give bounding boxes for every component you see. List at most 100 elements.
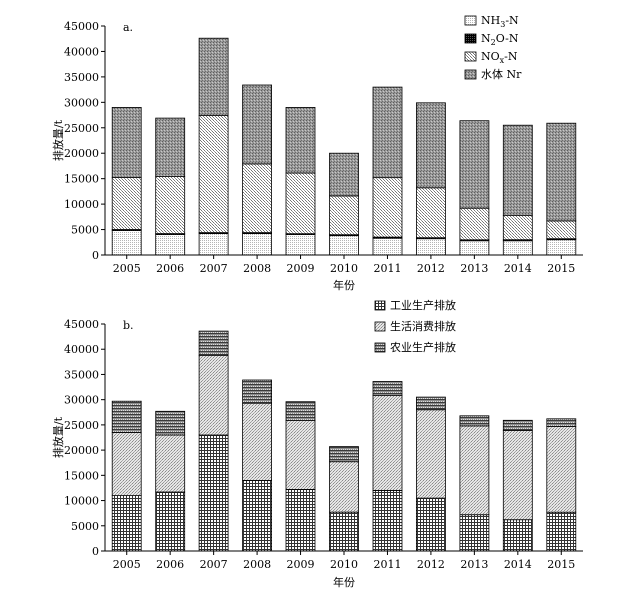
bar-water-2008 [242,84,273,165]
x-tick-label: 2007 [200,262,228,275]
bar-nox-2011 [372,177,403,238]
bar-nh3-2007 [198,233,229,256]
y-tick-label: 10000 [64,198,99,211]
bar-agri-2014 [502,419,533,431]
bar-living-2015 [546,425,577,513]
bar-living-2007 [198,354,229,436]
bar-industry-2006 [155,491,186,552]
bar-living-2005 [111,432,142,496]
bar-agri-2005 [111,400,142,433]
y-tick-label: 10000 [64,495,99,508]
legend-label-agri: 农业生产排放 [390,340,456,354]
y-axis-title: 排放量/t [51,416,65,458]
y-tick-label: 20000 [64,147,99,160]
x-tick-label: 2014 [504,262,532,275]
x-axis-title: 年份 [333,575,355,589]
x-tick-label: 2011 [373,262,401,275]
legend-label-nh3: NH3-N [481,14,519,29]
bar-nox-2013 [459,207,490,241]
bars [111,330,577,552]
bar-nox-2012 [415,187,446,239]
x-tick-label: 2012 [417,262,445,275]
chart-panel-a: 0 5000 10000 15000 20000 25000 30000 35000 40000… [51,14,583,292]
legend-swatch-living [374,321,386,332]
bar-nox-2005 [111,177,142,230]
bar-nox-2015 [546,220,577,240]
x-tick-label: 2006 [156,262,184,275]
x-tick-label: 2005 [113,262,141,275]
bar-industry-2012 [415,497,446,552]
x-tick-label: 2014 [504,558,532,571]
bar-industry-2013 [459,514,490,552]
x-tick-label: 2010 [330,262,358,275]
bar-nox-2007 [198,115,229,233]
bar-industry-2009 [285,489,316,552]
x-tick-label: 2008 [243,558,271,571]
x-tick-label: 2006 [156,558,184,571]
y-axis-title: 排放量/t [51,119,65,161]
bar-nox-2008 [242,163,273,233]
bar-nh3-2011 [372,237,403,256]
bar-water-2005 [111,107,142,178]
bar-living-2013 [459,425,490,516]
y-tick-label: 30000 [64,96,99,109]
bar-water-2012 [415,102,446,189]
y-tick-label: 40000 [64,343,99,356]
bar-industry-2005 [111,495,142,552]
x-tick-label: 2007 [200,558,228,571]
bar-agri-2011 [372,381,403,397]
bar-nox-2006 [155,176,186,235]
bar-living-2010 [329,461,359,513]
bar-nh3-2006 [155,234,186,256]
bar-living-2008 [242,402,273,481]
y-tick-label: 5000 [71,224,99,237]
y-tick-label: 15000 [64,173,99,186]
x-tick-label: 2012 [417,558,445,571]
bar-agri-2008 [242,379,273,404]
x-tick-label: 2009 [287,558,315,571]
bar-living-2014 [502,429,533,521]
bar-water-2011 [372,86,403,179]
bar-industry-2011 [372,490,403,552]
x-tick-label: 2015 [547,558,575,571]
bars [111,37,577,256]
bar-living-2009 [285,419,316,490]
legend-swatch-agri [374,342,386,353]
x-tick-label: 2005 [113,558,141,571]
y-tick-label: 35000 [64,368,99,381]
x-axis-title: 年份 [333,278,355,292]
legend-label-water: 水体 Nr [481,67,522,81]
bar-water-2015 [546,122,577,222]
chart-panel-b: 0 5000 10000 15000 20000 25000 30000 35000 40000… [51,298,583,589]
x-tick-label: 2013 [460,262,488,275]
bar-nh3-2014 [502,240,533,256]
y-tick-label: 0 [92,545,99,558]
legend-swatch-water [464,69,477,80]
y-tick-label: 25000 [64,419,99,432]
y-tick-label: 45000 [64,20,99,33]
legend-label-industry: 工业生产排放 [390,298,456,312]
bar-nh3-2008 [242,233,273,256]
y-tick-label: 25000 [64,122,99,135]
bar-nh3-2012 [415,238,446,256]
bar-industry-2008 [242,479,273,552]
bar-nox-2010 [329,195,359,236]
bar-living-2006 [155,434,186,493]
x-tick-label: 2010 [330,558,358,571]
bar-water-2014 [502,124,533,216]
x-tick-label: 2009 [287,262,315,275]
legend-label-living: 生活消费排放 [390,319,456,333]
panel-label: a. [123,21,133,34]
y-tick-label: 40000 [64,45,99,58]
bar-nh3-2010 [329,235,359,256]
bar-nox-2009 [285,172,316,235]
x-tick-label: 2008 [243,262,271,275]
bar-industry-2010 [329,511,359,552]
bar-water-2013 [459,120,490,209]
y-tick-label: 45000 [64,318,99,331]
legend-swatch-nh3 [464,15,477,26]
bar-agri-2009 [285,401,316,421]
x-tick-label: 2011 [373,558,401,571]
bar-agri-2006 [155,410,186,436]
